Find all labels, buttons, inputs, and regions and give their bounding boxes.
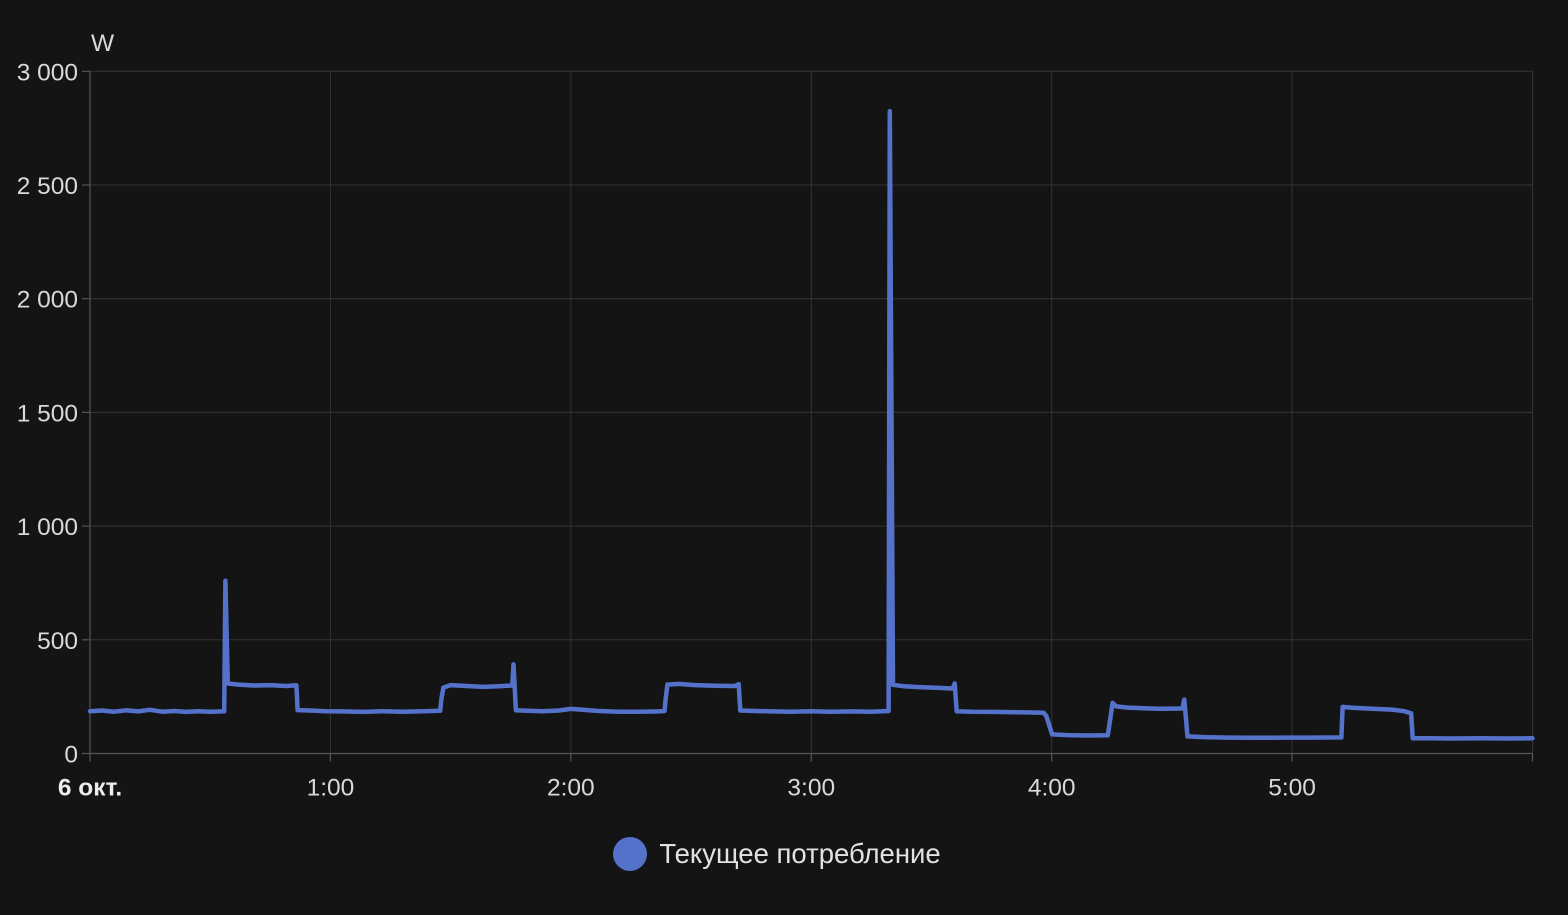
chart-legend[interactable]: Текущее потребление: [0, 836, 1554, 872]
y-axis-tick-label: 2 500: [17, 173, 78, 200]
x-axis-tick-label: 4:00: [1028, 775, 1076, 802]
y-axis-tick-label: 3 000: [17, 59, 78, 86]
y-axis-tick-label: 2 000: [17, 287, 78, 314]
x-axis-tick-label: 5:00: [1268, 775, 1316, 802]
y-axis-tick-label: 500: [37, 628, 78, 655]
x-axis-tick-label: 3:00: [787, 775, 835, 802]
y-axis-tick-label: 1 500: [17, 400, 78, 427]
y-axis-tick-label: 1 000: [17, 514, 78, 541]
legend-marker-dot[interactable]: [613, 837, 648, 871]
y-axis-tick-label: 0: [64, 742, 78, 769]
x-axis-date-label: 6 окт.: [58, 775, 122, 802]
legend-series-label[interactable]: Текущее потребление: [659, 838, 941, 869]
y-axis-unit-label: W: [91, 30, 115, 57]
series-line-Текущее потребление[interactable]: [87, 108, 1535, 741]
x-axis-tick-label: 2:00: [547, 775, 595, 802]
x-axis-tick-label: 1:00: [307, 775, 355, 802]
